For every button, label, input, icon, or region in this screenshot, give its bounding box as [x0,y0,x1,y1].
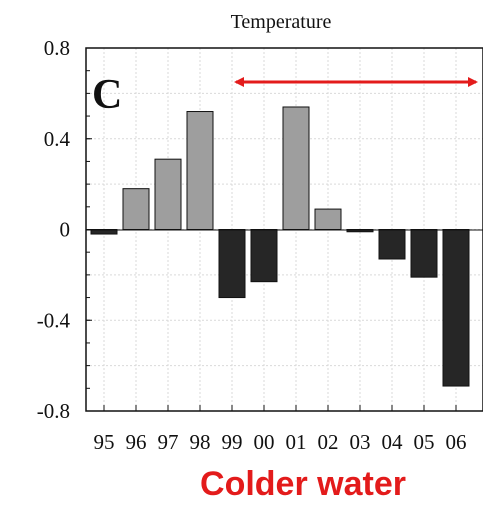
x-tick-label: 99 [222,430,243,454]
x-tick-label: 02 [318,430,339,454]
y-tick-label: 0 [60,218,71,242]
caption-colder-water: Colder water [200,465,406,503]
y-tick-label: 0.4 [44,127,71,151]
y-tick-label: -0.8 [37,399,70,423]
bar-02 [314,208,342,231]
x-tick-label: 00 [254,430,275,454]
bar-06 [442,229,470,387]
x-tick-label: 95 [94,430,115,454]
bar-05 [410,229,438,278]
x-tick-label: 03 [350,430,371,454]
x-tick-label: 96 [126,430,147,454]
x-tick-label: 04 [382,430,404,454]
bar-96 [122,188,150,231]
x-tick-label: 05 [414,430,435,454]
y-axis-ticks: 0.8 0.4 0 -0.4 -0.8 [37,36,92,423]
bar-00 [250,229,278,283]
x-tick-label: 98 [190,430,211,454]
y-tick-label: 0.8 [44,36,70,60]
bar-99 [218,229,246,299]
x-axis-ticks: 95 96 97 98 99 00 01 02 03 04 05 06 [94,405,467,454]
y-tick-label: -0.4 [37,308,71,332]
bars [90,106,470,387]
x-tick-label: 01 [286,430,307,454]
panel-label: C [92,72,122,118]
chart-title: Temperature [231,11,332,33]
x-tick-label: 06 [446,430,467,454]
bar-97 [154,158,182,230]
bar-04 [378,229,406,260]
bar-01 [282,106,310,230]
x-tick-label: 97 [158,430,179,454]
bar-98 [186,111,214,230]
